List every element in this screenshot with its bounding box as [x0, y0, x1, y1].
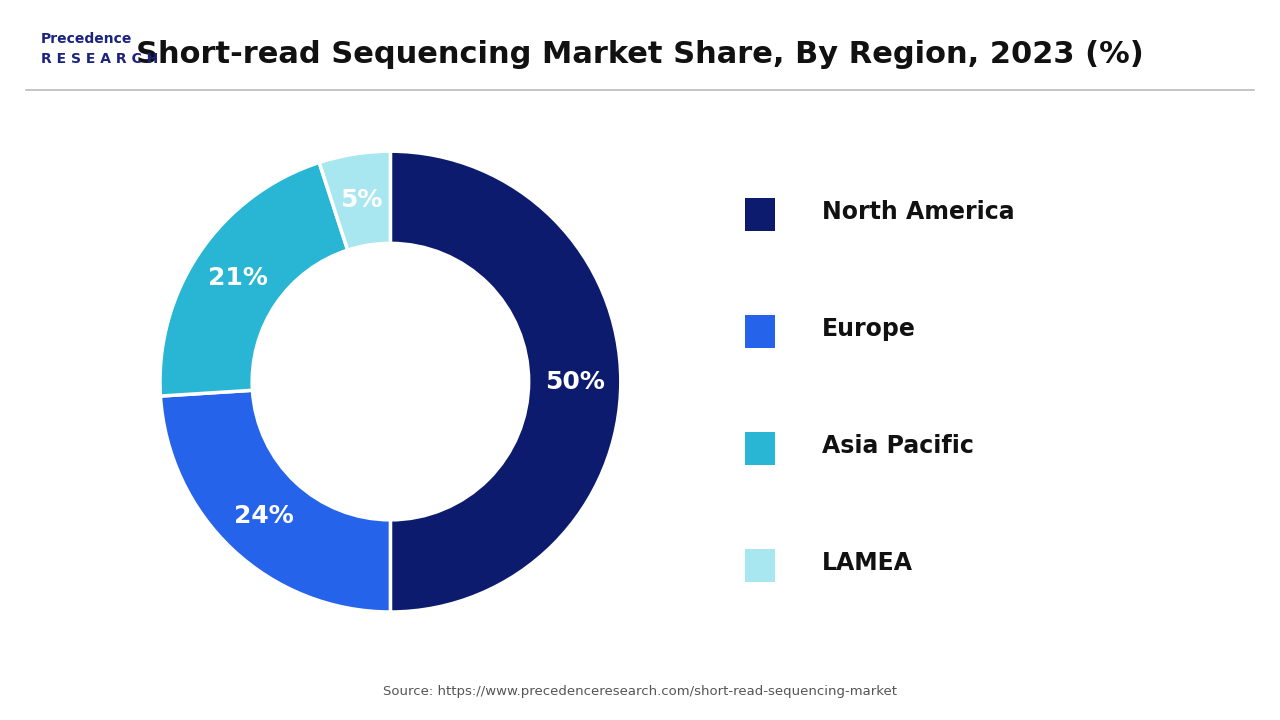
Wedge shape	[160, 163, 348, 396]
Bar	[745, 198, 776, 230]
Text: 21%: 21%	[209, 266, 268, 290]
Text: 50%: 50%	[545, 369, 604, 394]
Wedge shape	[390, 151, 621, 612]
Text: Asia Pacific: Asia Pacific	[822, 434, 974, 458]
Bar	[745, 315, 776, 348]
Text: Source: https://www.precedenceresearch.com/short-read-sequencing-market: Source: https://www.precedenceresearch.c…	[383, 685, 897, 698]
Text: Short-read Sequencing Market Share, By Region, 2023 (%): Short-read Sequencing Market Share, By R…	[136, 40, 1144, 68]
Text: Precedence
R E S E A R C H: Precedence R E S E A R C H	[41, 32, 159, 66]
Text: Europe: Europe	[822, 317, 915, 341]
Wedge shape	[160, 390, 390, 612]
Text: 24%: 24%	[234, 504, 294, 528]
Text: LAMEA: LAMEA	[822, 551, 913, 575]
Wedge shape	[319, 151, 390, 250]
Bar	[745, 549, 776, 582]
Bar	[745, 432, 776, 464]
Text: North America: North America	[822, 200, 1014, 224]
Text: 5%: 5%	[340, 187, 383, 212]
